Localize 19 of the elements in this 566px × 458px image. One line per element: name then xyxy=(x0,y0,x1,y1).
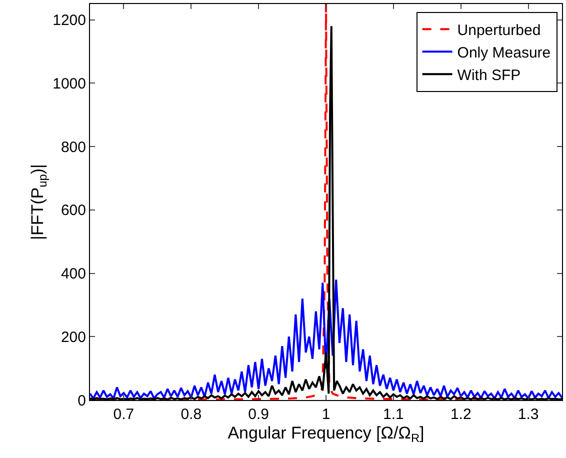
x-tick-label: 0.9 xyxy=(248,406,269,423)
x-tick-label: 1 xyxy=(322,406,330,423)
line-series xyxy=(90,278,562,400)
x-tick-label: 0.7 xyxy=(113,406,134,423)
y-tick-label: 800 xyxy=(60,138,86,156)
x-tick-label: 1.2 xyxy=(450,406,472,423)
y-tick-label: 0 xyxy=(78,392,86,410)
x-tick-label: 0.8 xyxy=(180,406,202,423)
y-tick-label: 600 xyxy=(60,202,86,220)
x-tick-label: 1.3 xyxy=(518,406,539,423)
x-axis-title: Angular Frequency [Ω/Ω$_{R}$] xyxy=(228,423,424,445)
y-tick-label: 200 xyxy=(60,328,86,346)
x-tick-label: 1.1 xyxy=(383,406,404,423)
y-tick-label: 400 xyxy=(60,266,86,283)
y-tick-label: 1000 xyxy=(52,75,86,92)
legend-label: Only Measure xyxy=(457,44,551,62)
legend-label: Unperturbed xyxy=(457,22,541,40)
y-tick-label: 1200 xyxy=(52,12,86,30)
legend-label: With SFP xyxy=(457,67,521,84)
